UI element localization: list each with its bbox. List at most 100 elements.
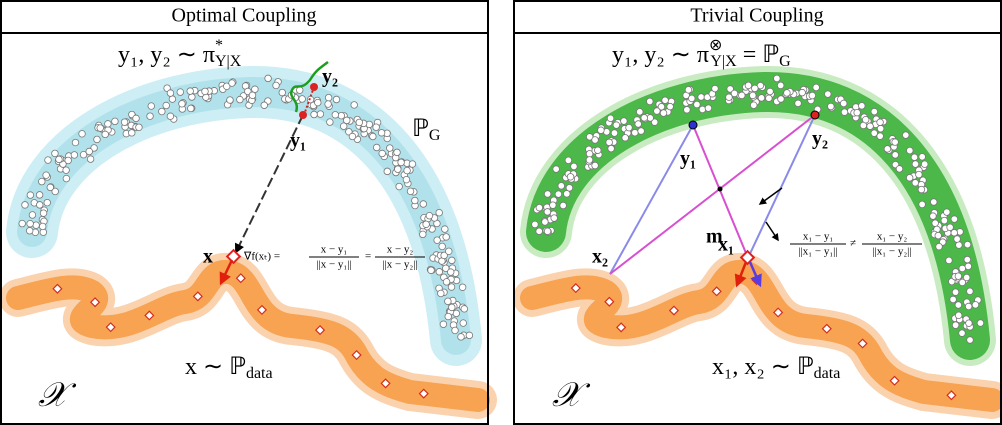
fraction-den: ||x₁ − y₂|| (872, 246, 911, 258)
sample (177, 89, 184, 96)
sample (964, 241, 971, 248)
sample (279, 89, 286, 96)
relation: = (365, 251, 371, 263)
sample (550, 202, 557, 209)
sample (420, 201, 427, 208)
sample (349, 133, 356, 140)
sample (299, 96, 306, 103)
point (689, 121, 697, 129)
sample (551, 215, 558, 222)
panel-title: Optimal Coupling (172, 5, 317, 27)
sample (544, 191, 551, 198)
sample (799, 89, 806, 96)
coupling-label: y₁, y₂ ∼ π⊗Y|X = ℙG (612, 37, 791, 70)
sample (79, 131, 86, 138)
sample (935, 232, 942, 239)
sample (586, 157, 593, 164)
sample (428, 267, 435, 274)
sample (445, 248, 452, 255)
space-label: 𝒳 (552, 377, 591, 414)
point-label: y₂ (812, 128, 828, 150)
sample (967, 337, 974, 344)
sample (858, 103, 865, 110)
sample (72, 139, 79, 146)
sample (229, 80, 236, 87)
sample (977, 320, 984, 327)
sample (951, 216, 958, 223)
sample (105, 121, 112, 128)
sample (179, 100, 186, 107)
sample (613, 122, 620, 129)
sample (626, 124, 633, 131)
sample (592, 137, 599, 144)
sample (449, 257, 456, 264)
sample (955, 312, 962, 319)
sample (912, 161, 919, 168)
fraction-den: ||x − y₂|| (382, 259, 417, 271)
sample (955, 273, 962, 280)
sample (919, 201, 926, 208)
sample (112, 118, 119, 125)
sample (638, 128, 645, 135)
sample (932, 220, 939, 227)
sample (265, 75, 272, 82)
sample (965, 303, 972, 310)
sample (758, 95, 765, 102)
fraction-den: ||x₁ − y₁|| (798, 246, 837, 258)
sample (394, 149, 401, 156)
sample (918, 186, 925, 193)
sample (777, 82, 784, 89)
sample (563, 190, 570, 197)
sample (333, 96, 340, 103)
sample (854, 109, 861, 116)
sample (950, 296, 957, 303)
sample (766, 95, 773, 102)
sample (930, 199, 937, 206)
sample (592, 162, 599, 169)
point (299, 111, 307, 119)
figure: Optimal Coupling Trivial Coupling y₁, y₂… (0, 0, 1002, 425)
sample (36, 192, 43, 199)
sample (343, 117, 350, 124)
sample (94, 136, 101, 143)
sample (636, 108, 643, 115)
sample (434, 237, 441, 244)
sample (121, 119, 128, 126)
sample (311, 111, 318, 118)
sample (159, 108, 166, 115)
fraction-num: x − y₂ (387, 244, 414, 256)
sample (325, 101, 332, 108)
sample (167, 113, 174, 120)
sample (745, 82, 752, 89)
sample (386, 145, 393, 152)
sample (63, 167, 70, 174)
sample (877, 125, 884, 132)
sample (959, 265, 966, 272)
fraction-num: x₁ − y₂ (877, 231, 908, 243)
sample (252, 86, 259, 93)
sample (907, 147, 914, 154)
sample (877, 119, 884, 126)
sample (688, 95, 695, 102)
fraction-den: ||x − y₁|| (316, 259, 351, 271)
fraction-num: x₁ − y₁ (803, 231, 834, 243)
sample (438, 290, 445, 297)
sample (943, 209, 950, 216)
sample (809, 92, 816, 99)
sample (443, 279, 450, 286)
sample (841, 109, 848, 116)
sample (738, 92, 745, 99)
sample (667, 103, 674, 110)
sample (409, 161, 416, 168)
sample (828, 103, 835, 110)
sample (317, 111, 324, 118)
point-label: x₁ (718, 234, 734, 256)
sample (249, 92, 256, 99)
sample (936, 243, 943, 250)
sample (606, 139, 613, 146)
sample (684, 106, 691, 113)
space-label: 𝒳 (38, 377, 77, 414)
path-line (760, 188, 782, 204)
sample (912, 179, 919, 186)
sample (752, 85, 759, 92)
